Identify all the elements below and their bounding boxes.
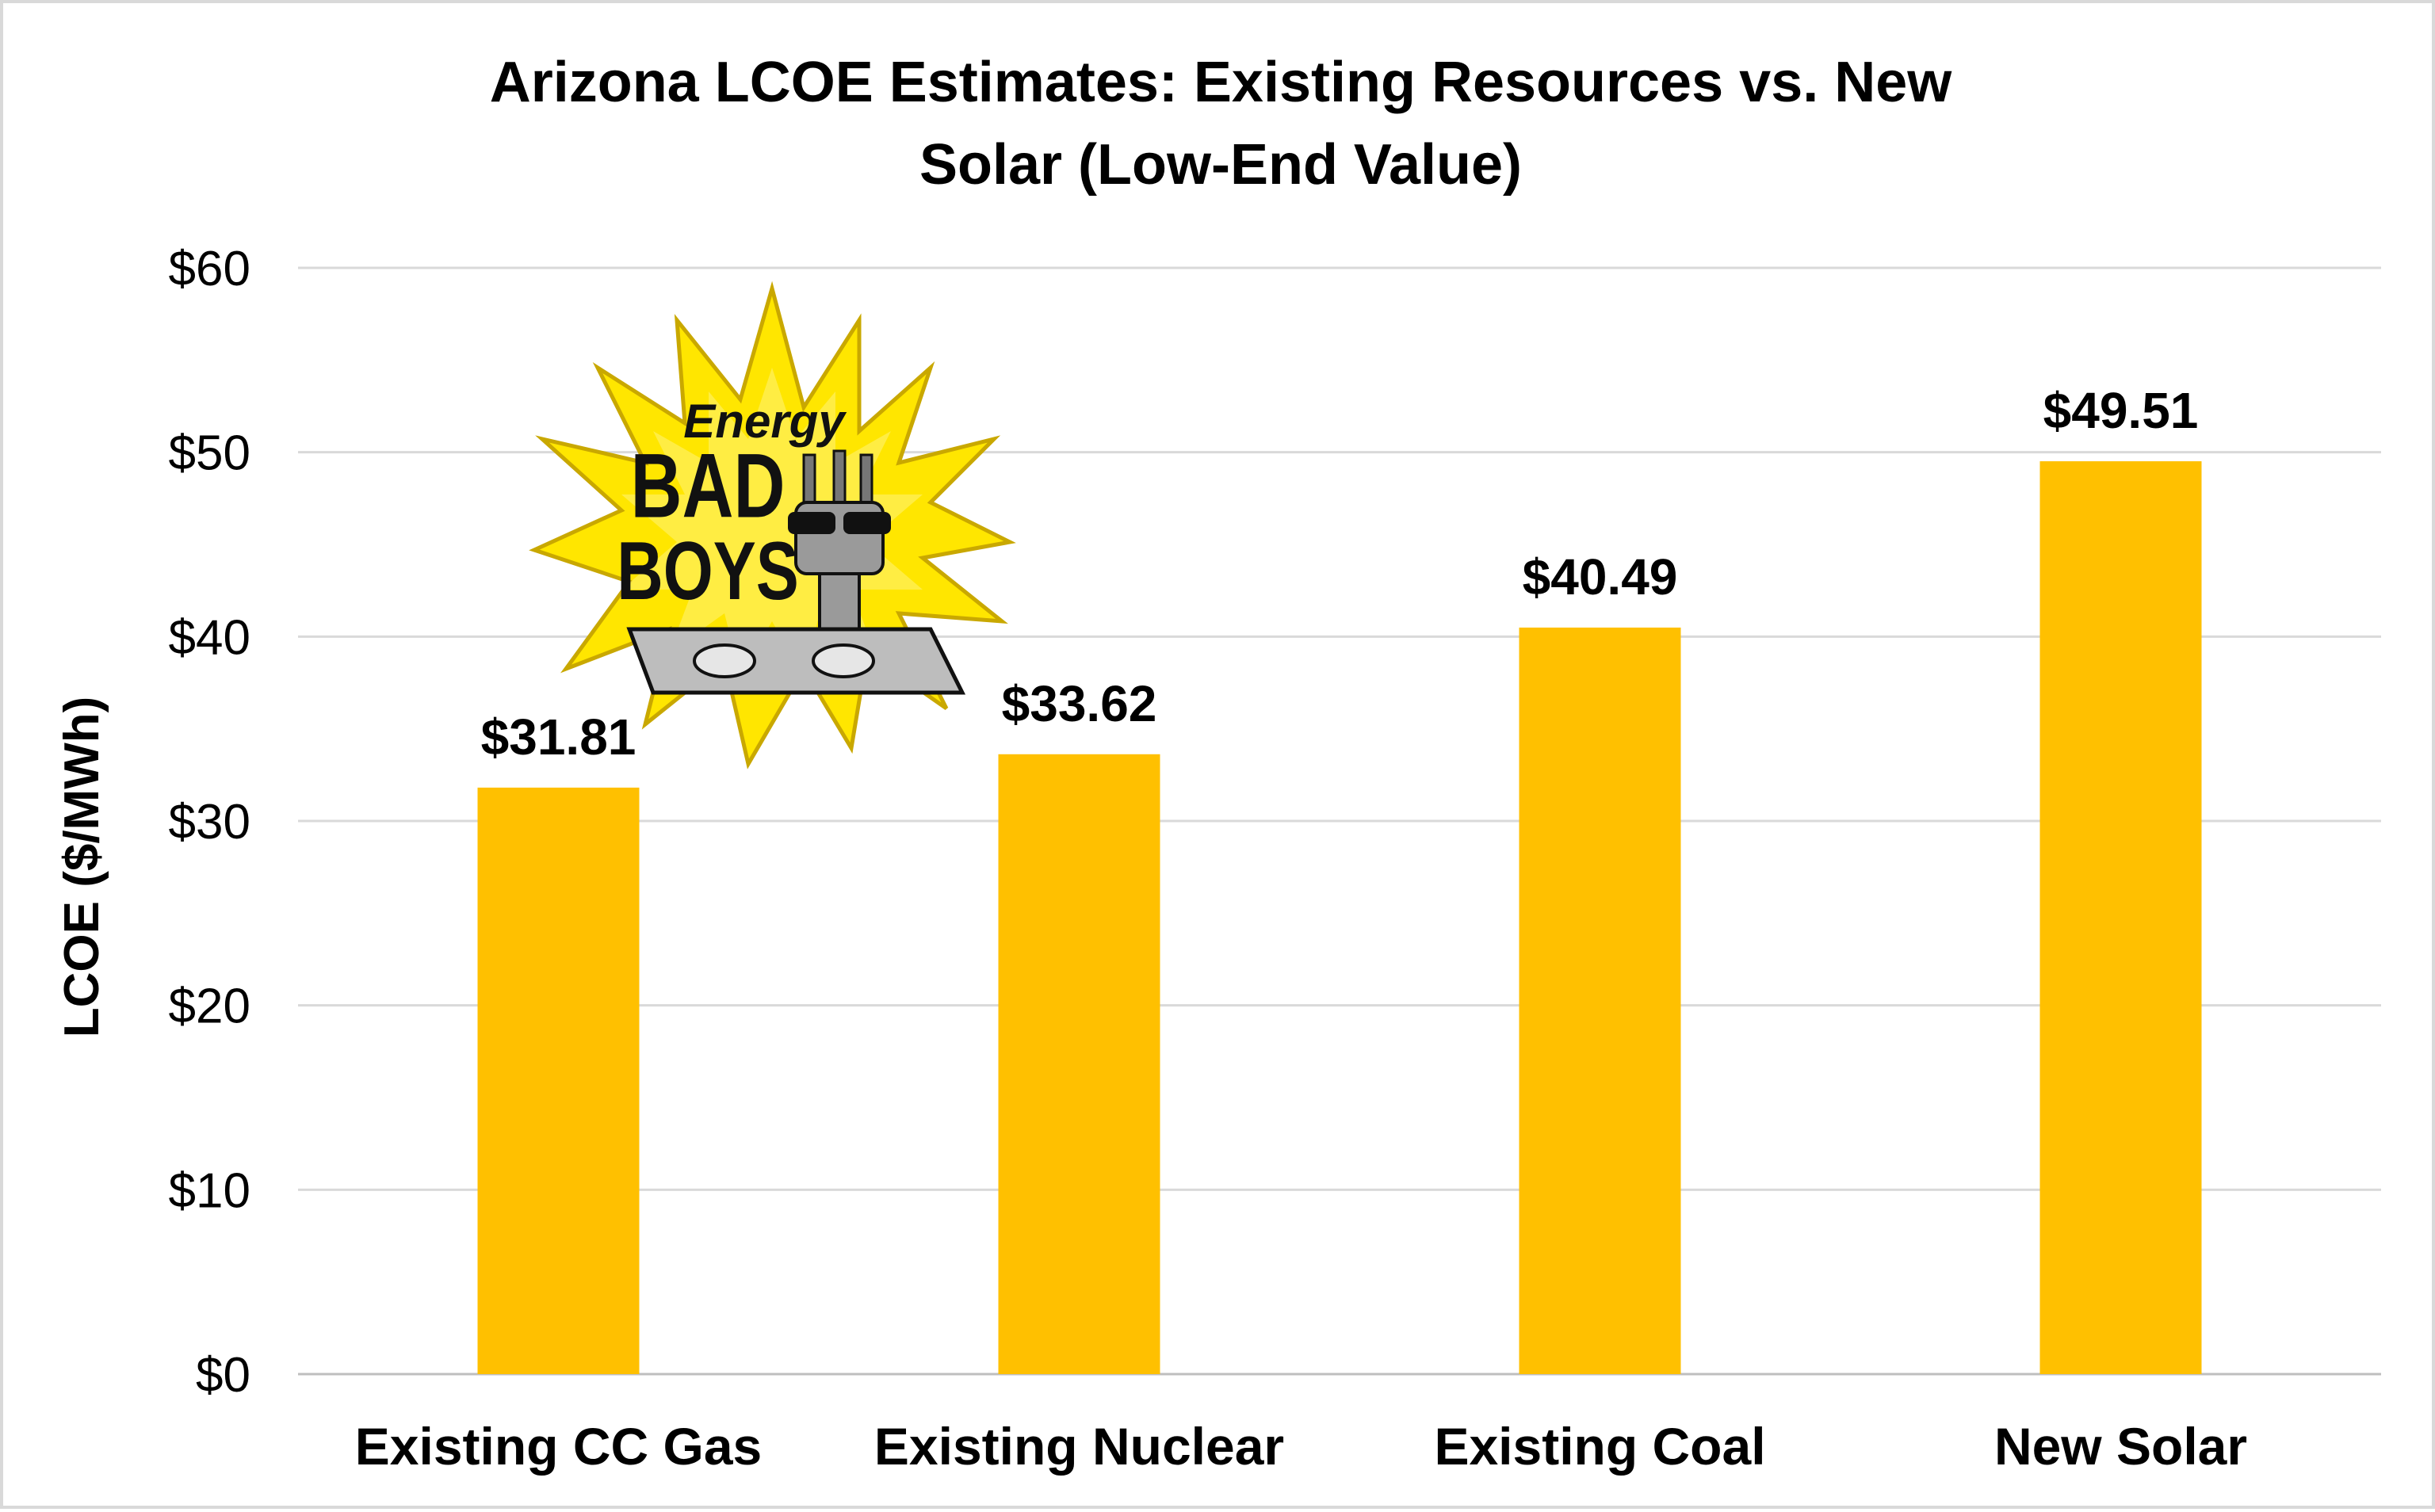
y-tick-label: $0 [196,1348,250,1403]
logo-word-bad: BAD [631,435,786,536]
y-tick-label: $30 [169,795,250,850]
energy-bad-boys-logo: Energy BAD BOYS [529,281,1016,769]
bar-new-solar [2039,461,2202,1374]
chart-title-line-1: Arizona LCOE Estimates: Existing Resourc… [490,51,1953,114]
y-tick-label: $50 [169,426,250,481]
x-category-labels: Existing CC Gas Existing Nuclear Existing … [355,1417,2247,1476]
bar-existing-nuclear [998,754,1160,1374]
logo-outlet-plate [626,627,966,695]
data-label: $40.49 [1523,548,1678,605]
y-tick-label: $10 [169,1163,250,1218]
y-axis-title: LCOE ($/MWh) [55,697,109,1038]
y-tick-label: $20 [169,979,250,1034]
logo-plug-character [788,449,891,662]
data-label: $33.62 [1002,675,1157,732]
bar-existing-cc-gas [477,787,640,1374]
chart-title-line-2: Solar (Low-End Value) [919,133,1522,197]
data-labels: $31.81 $33.62 $40.49 $49.51 [481,382,2199,766]
y-tick-labels: $0 $10 $20 $30 $40 $50 $60 [169,242,250,1403]
bar-existing-coal [1519,627,1681,1374]
data-label: $49.51 [2043,382,2199,439]
x-category-label: Existing Coal [1434,1417,1765,1476]
logo-word-boys: BOYS [617,525,799,617]
x-category-label: Existing CC Gas [355,1417,762,1476]
y-tick-label: $60 [169,242,250,296]
y-tick-label: $40 [169,610,250,665]
data-label: $31.81 [481,708,636,766]
x-category-label: New Solar [1994,1417,2247,1476]
x-category-label: Existing Nuclear [874,1417,1284,1476]
bars [477,461,2202,1374]
logo-word-energy: Energy [683,395,847,448]
chart: Arizona LCOE Estimates: Existing Resourc… [55,51,2381,1476]
